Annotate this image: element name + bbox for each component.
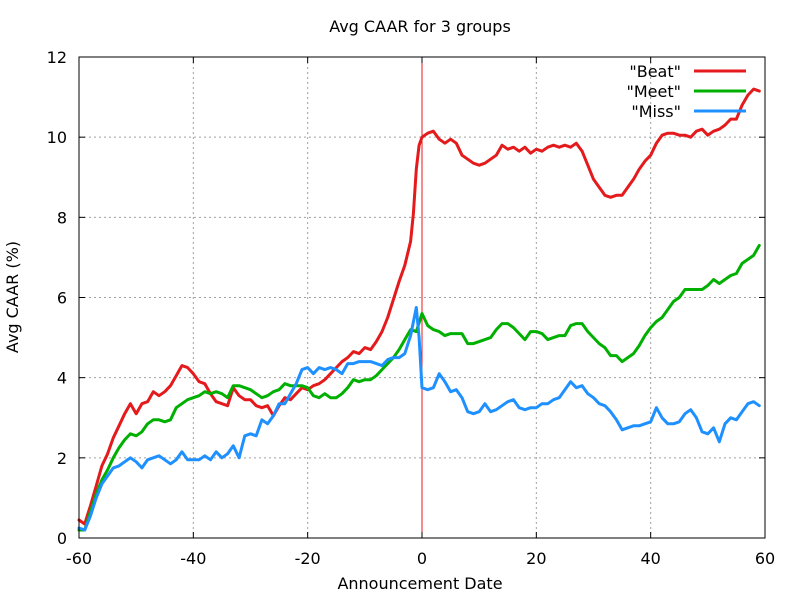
legend: "Beat""Meet""Miss" (627, 62, 746, 121)
y-axis-label: Avg CAAR (%) (3, 241, 22, 353)
x-tick-label: 40 (640, 549, 660, 568)
series-line-beat (77, 87, 761, 526)
y-tick-label: 10 (47, 128, 67, 147)
y-tick-label: 0 (57, 529, 67, 548)
x-axis-label: Announcement Date (337, 574, 502, 593)
y-tick-label: 8 (57, 208, 67, 227)
axis-ticks: -60 -40 -20 0 20 40 60 0 2 4 6 8 10 12 (47, 48, 776, 568)
x-tick-label: -60 (66, 549, 92, 568)
y-tick-label: 6 (57, 289, 67, 308)
chart-title: Avg CAAR for 3 groups (329, 17, 511, 36)
x-tick-label: 0 (417, 549, 427, 568)
y-tick-label: 12 (47, 48, 67, 67)
x-tick-label: 20 (526, 549, 546, 568)
series-line-miss (77, 306, 761, 532)
x-tick-label: -20 (295, 549, 321, 568)
x-tick-label: 60 (755, 549, 775, 568)
y-tick-label: 4 (57, 369, 67, 388)
legend-label-miss: "Miss" (631, 102, 681, 121)
series-line-meet (77, 243, 761, 532)
x-tick-label: -40 (180, 549, 206, 568)
y-tick-label: 2 (57, 449, 67, 468)
series-group (77, 87, 761, 532)
legend-label-beat: "Beat" (629, 62, 681, 81)
legend-label-meet: "Meet" (627, 82, 681, 101)
